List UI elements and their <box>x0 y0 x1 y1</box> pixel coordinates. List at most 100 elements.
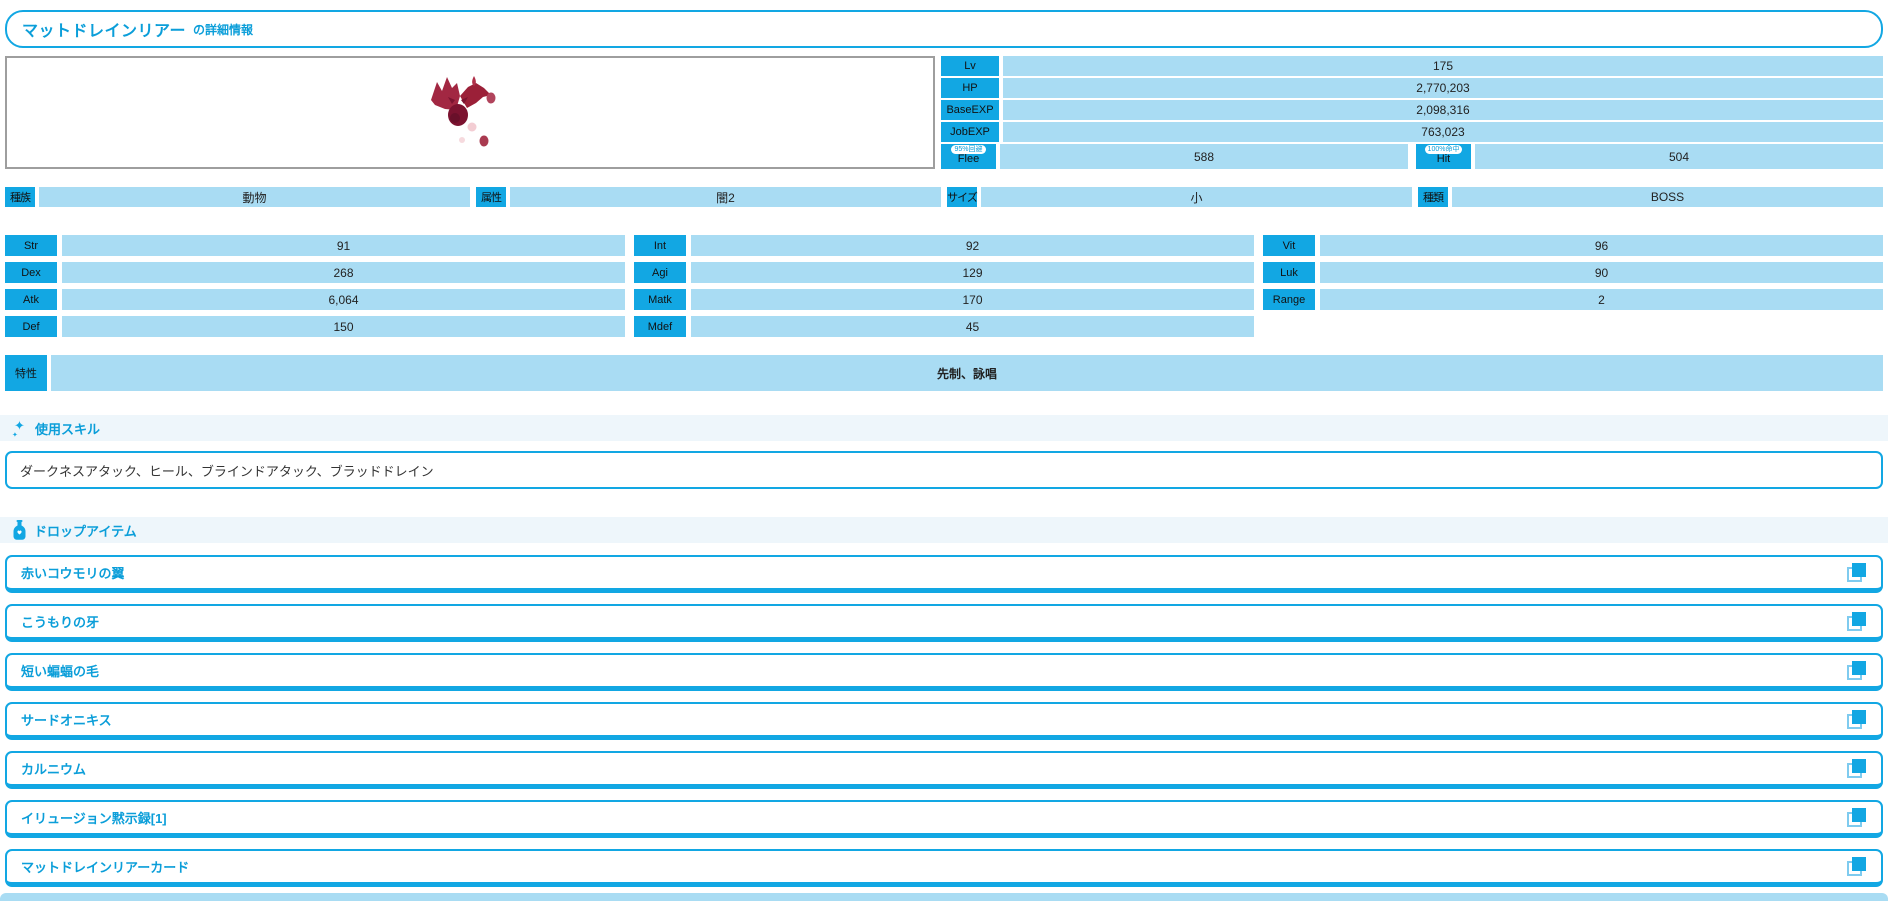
stat-value-str: 91 <box>62 235 625 256</box>
drops-section-header: ドロップアイテム <box>0 517 1888 543</box>
hit-threshold-badge: 100%命中 <box>1424 145 1463 154</box>
stat-value-hit: 504 <box>1475 144 1883 169</box>
attribute-row: 種族 動物 属性 闇2 サイズ 小 種類 BOSS <box>5 187 1883 207</box>
stat-value-int: 92 <box>691 235 1254 256</box>
stat-label-int: Int <box>634 235 686 256</box>
copy-icon[interactable] <box>1845 855 1869 879</box>
stat-label-agi: Agi <box>634 262 686 283</box>
main-info-section: Lv 175 HP 2,770,203 BaseEXP 2,098,316 Jo… <box>5 56 1883 169</box>
stat-label-range: Range <box>1263 289 1315 310</box>
monster-sprite <box>431 76 496 147</box>
copy-icon[interactable] <box>1845 610 1869 634</box>
potion-flask-icon <box>13 520 26 540</box>
core-stats-column: Lv 175 HP 2,770,203 BaseEXP 2,098,316 Jo… <box>941 56 1883 169</box>
attribute-type-label: 種類 <box>1418 187 1448 207</box>
monster-name: マットドレインリアー <box>22 23 187 40</box>
stat-cell-luk: Luk 90 <box>1263 262 1883 283</box>
stat-label-dex: Dex <box>5 262 57 283</box>
drop-item-link[interactable]: 赤いコウモリの翼 <box>21 566 125 581</box>
copy-icon[interactable] <box>1845 708 1869 732</box>
attribute-size: サイズ 小 <box>947 187 1412 207</box>
stat-value-luk: 90 <box>1320 262 1883 283</box>
attribute-race-label: 種族 <box>5 187 35 207</box>
stat-value-agi: 129 <box>691 262 1254 283</box>
stat-row-baseexp: BaseEXP 2,098,316 <box>941 100 1883 120</box>
drop-item-link[interactable]: サードオニキス <box>21 713 112 728</box>
flee-label-text: Flee <box>957 153 980 165</box>
stat-cell-range: Range 2 <box>1263 289 1883 310</box>
stat-value-baseexp: 2,098,316 <box>1003 100 1883 120</box>
drop-item-link[interactable]: マットドレインリアーカード <box>21 860 190 875</box>
stat-label-baseexp: BaseEXP <box>941 100 999 120</box>
next-section-strip <box>0 893 1888 901</box>
drop-item-row: サードオニキス <box>5 702 1883 740</box>
drop-item-row: 赤いコウモリの翼 <box>5 555 1883 593</box>
attribute-race: 種族 動物 <box>5 187 470 207</box>
skills-section-title: 使用スキル <box>35 421 101 437</box>
drop-item-row: イリュージョン黙示録[1] <box>5 800 1883 838</box>
stat-value-mdef: 45 <box>691 316 1254 337</box>
flee-pair: 95%回避 Flee 588 <box>941 144 1408 169</box>
stat-value-flee: 588 <box>1000 144 1408 169</box>
sparkles-icon: ✦ ✦ <box>12 418 25 439</box>
stat-label-str: Str <box>5 235 57 256</box>
stat-cell-def: Def 150 <box>5 316 625 337</box>
attribute-element-label: 属性 <box>476 187 506 207</box>
stat-label-def: Def <box>5 316 57 337</box>
stat-cell-mdef: Mdef 45 <box>634 316 1254 337</box>
stat-value-matk: 170 <box>691 289 1254 310</box>
drop-item-link[interactable]: 短い蝙蝠の毛 <box>21 664 100 679</box>
trait-label: 特性 <box>5 355 47 391</box>
stat-cell-vit: Vit 96 <box>1263 235 1883 256</box>
trait-row: 特性 先制、詠唱 <box>5 355 1883 391</box>
stat-cell-int: Int 92 <box>634 235 1254 256</box>
copy-icon[interactable] <box>1845 659 1869 683</box>
stat-label-vit: Vit <box>1263 235 1315 256</box>
stat-row-lv: Lv 175 <box>941 56 1883 76</box>
stat-value-def: 150 <box>62 316 625 337</box>
stat-value-hp: 2,770,203 <box>1003 78 1883 98</box>
drop-item-row: こうもりの牙 <box>5 604 1883 642</box>
copy-icon[interactable] <box>1845 757 1869 781</box>
stat-label-jobexp: JobEXP <box>941 122 999 142</box>
attribute-type-value: BOSS <box>1452 187 1883 207</box>
skills-list-box: ダークネスアタック、ヒール、ブラインドアタック、ブラッドドレイン <box>5 451 1883 489</box>
stat-value-lv: 175 <box>1003 56 1883 76</box>
attribute-race-value: 動物 <box>39 187 470 207</box>
stat-row-flee-hit: 95%回避 Flee 588 100%命中 Hit 504 <box>941 144 1883 169</box>
attribute-type: 種類 BOSS <box>1418 187 1883 207</box>
attribute-size-label: サイズ <box>947 187 978 207</box>
copy-icon[interactable] <box>1845 806 1869 830</box>
stat-value-jobexp: 763,023 <box>1003 122 1883 142</box>
stat-label-hp: HP <box>941 78 999 98</box>
stat-value-dex: 268 <box>62 262 625 283</box>
drop-item-row: マットドレインリアーカード <box>5 849 1883 887</box>
hit-label-text: Hit <box>1436 153 1451 165</box>
stat-label-luk: Luk <box>1263 262 1315 283</box>
monster-detail-page: マットドレインリアー の詳細情報 <box>0 10 1888 887</box>
attribute-size-value: 小 <box>981 187 1412 207</box>
drop-item-link[interactable]: こうもりの牙 <box>21 615 100 630</box>
skills-section-header: ✦ ✦ 使用スキル <box>0 415 1888 441</box>
drop-item-link[interactable]: カルニウム <box>21 762 87 777</box>
stat-label-atk: Atk <box>5 289 57 310</box>
attribute-element: 属性 闇2 <box>476 187 941 207</box>
monster-title-card: マットドレインリアー の詳細情報 <box>5 10 1883 48</box>
drop-item-link[interactable]: イリュージョン黙示録[1] <box>21 811 167 826</box>
stat-value-range: 2 <box>1320 289 1883 310</box>
stat-label-matk: Matk <box>634 289 686 310</box>
stats-grid: Str 91 Int 92 Vit 96 Dex 268 Agi 129 Luk… <box>5 235 1883 337</box>
stat-cell-atk: Atk 6,064 <box>5 289 625 310</box>
trait-value: 先制、詠唱 <box>51 355 1883 391</box>
stat-row-jobexp: JobEXP 763,023 <box>941 122 1883 142</box>
stat-label-flee: 95%回避 Flee <box>941 144 996 169</box>
stat-label-lv: Lv <box>941 56 999 76</box>
stat-cell-matk: Matk 170 <box>634 289 1254 310</box>
copy-icon[interactable] <box>1845 561 1869 585</box>
drop-item-row: カルニウム <box>5 751 1883 789</box>
stat-label-mdef: Mdef <box>634 316 686 337</box>
stat-label-hit: 100%命中 Hit <box>1416 144 1471 169</box>
attribute-element-value: 闇2 <box>510 187 941 207</box>
drop-items-list: 赤いコウモリの翼 こうもりの牙 短い蝙蝠の毛 <box>5 555 1883 887</box>
stat-value-atk: 6,064 <box>62 289 625 310</box>
